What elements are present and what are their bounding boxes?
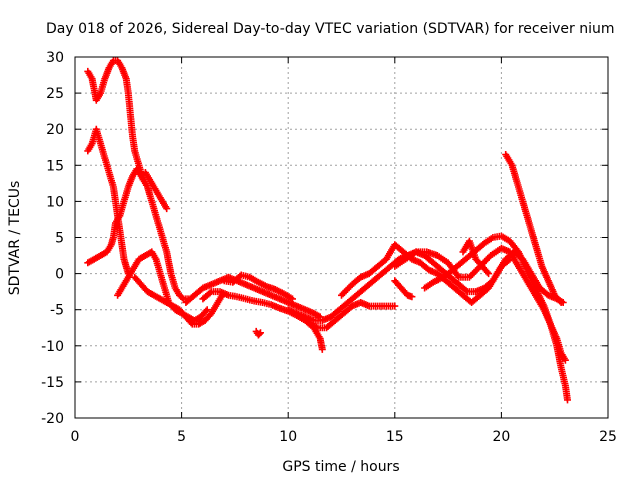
x-tick-label: 20: [492, 429, 510, 445]
data-series: [84, 57, 571, 404]
x-tick-label: 10: [279, 429, 297, 445]
data-point-marker: [557, 299, 565, 306]
series-track-7: [182, 273, 324, 321]
series-track-6: [131, 273, 226, 328]
series-track-9: [220, 271, 296, 303]
series-track-1: [84, 57, 147, 184]
data-point-marker: [391, 302, 399, 310]
series-track-12: [306, 299, 399, 332]
x-axis-label: GPS time / hours: [282, 459, 399, 475]
series-track-5: [141, 169, 171, 213]
x-tick-labels: 0 5 10 15 20 25: [71, 429, 617, 445]
x-tick-label: 25: [599, 429, 617, 445]
y-tick-label: -10: [41, 339, 64, 355]
series-track-17: [459, 237, 493, 278]
data-point-marker: [485, 270, 493, 278]
plot-frame: [74, 56, 609, 419]
y-tick-label: 20: [46, 122, 64, 138]
y-tick-label: -5: [50, 303, 64, 319]
data-point-marker: [163, 205, 171, 213]
data-point-marker: [462, 286, 470, 294]
data-point-marker: [564, 396, 571, 404]
data-point-marker: [187, 319, 195, 327]
series-track-4: [114, 248, 211, 324]
grid: [75, 57, 608, 418]
y-tick-label: 5: [55, 231, 64, 247]
data-point-marker: [318, 345, 326, 353]
series-track-18: [502, 151, 565, 306]
data-point-marker: [203, 306, 211, 314]
series-track-16: [421, 232, 571, 404]
x-tick-label: 15: [386, 429, 404, 445]
series-track-3: [84, 165, 192, 303]
y-tick-label: 15: [46, 158, 64, 174]
data-point-marker: [202, 307, 210, 315]
y-axis-label: SDTVAR / TECUs: [7, 181, 23, 296]
data-point-marker: [289, 295, 296, 303]
y-tick-labels: -20 -15 -10 -5 0 5 10 15 20 25 30: [41, 50, 64, 427]
series-track-2: [84, 125, 132, 278]
y-tick-label: 30: [46, 50, 64, 66]
data-point-marker: [556, 297, 564, 305]
x-tick-label: 0: [71, 429, 80, 445]
chart-title: Day 018 of 2026, Sidereal Day-to-day VTE…: [46, 21, 615, 37]
data-point-marker: [206, 289, 214, 297]
data-point-marker: [408, 293, 416, 301]
y-tick-label: -20: [41, 411, 64, 427]
data-point-marker: [561, 356, 569, 364]
y-tick-label: 25: [46, 86, 64, 102]
x-tick-label: 5: [177, 429, 186, 445]
data-point-marker: [257, 329, 264, 337]
y-tick-label: -15: [41, 375, 64, 391]
data-point-marker: [178, 294, 186, 302]
y-tick-label: 10: [46, 194, 64, 210]
data-point-marker: [483, 268, 491, 276]
data-point-marker: [255, 330, 263, 338]
y-tick-label: 0: [55, 267, 64, 283]
series-track-14: [391, 277, 416, 301]
series-track-10: [252, 327, 264, 339]
